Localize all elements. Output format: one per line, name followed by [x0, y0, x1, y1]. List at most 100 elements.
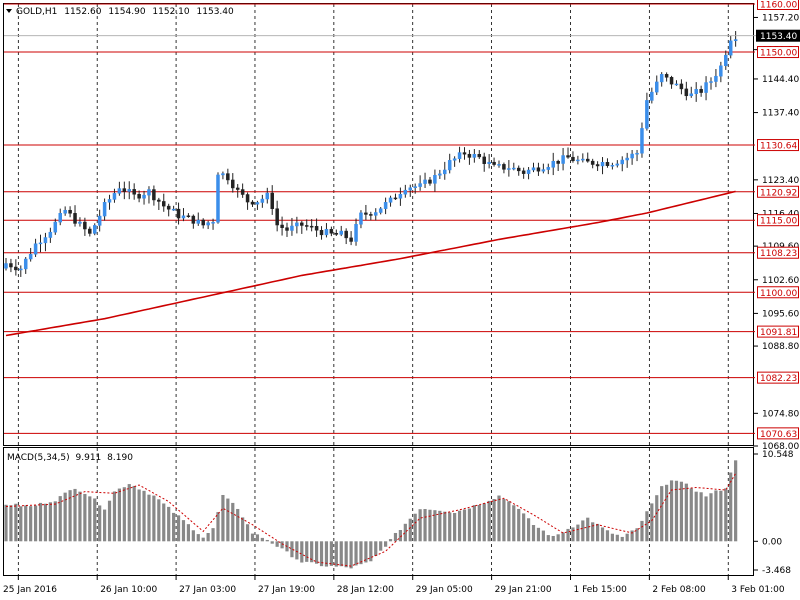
level-tag-inner: [758, 247, 798, 258]
macd-bar: [250, 533, 255, 542]
candle-body: [526, 169, 531, 174]
time-tick-label: 29 Jan 21:00: [495, 585, 552, 595]
macd-bar: [103, 509, 107, 542]
macd-bar: [660, 486, 664, 542]
candle-body: [88, 228, 92, 234]
macd-bar: [167, 506, 171, 542]
candle-body: [477, 154, 482, 158]
candle-body: [724, 54, 728, 67]
level-tag-inner: [758, 0, 798, 9]
candle-body: [152, 189, 156, 201]
candle-body: [260, 198, 265, 203]
time-tick-label: 1 Feb 15:00: [573, 585, 627, 595]
macd-bar: [14, 503, 18, 542]
macd-bar: [265, 539, 269, 542]
macd-bar: [650, 503, 654, 542]
candle-body: [196, 219, 201, 224]
macd-bar: [157, 499, 161, 542]
candle-body: [497, 164, 501, 166]
candle-body: [250, 201, 255, 205]
macd-bar: [403, 523, 407, 542]
macd-signal-line: [5, 473, 737, 567]
candle-body: [127, 189, 131, 192]
macd-bar: [546, 535, 550, 542]
macd-bar: [566, 528, 570, 542]
candle-body: [309, 225, 314, 228]
candle-body: [334, 232, 339, 235]
macd-bar: [428, 509, 432, 542]
candle-body: [699, 89, 703, 93]
candle-body: [664, 74, 669, 78]
current-price-tag: [756, 29, 800, 42]
candle-body: [73, 213, 77, 224]
candle-body: [211, 222, 215, 224]
time-tick-label: 29 Jan 05:00: [416, 585, 473, 595]
candle-body: [304, 225, 309, 227]
macd-bar: [492, 499, 496, 542]
time-tick-label: 25 Jan 2016: [3, 585, 57, 595]
macd-bar: [226, 498, 230, 542]
chevron-down-icon[interactable]: [6, 9, 12, 13]
candle-body: [655, 81, 659, 93]
macd-bar: [679, 481, 684, 542]
macd-bar: [551, 535, 555, 542]
vertical-grid: [17, 4, 729, 576]
macd-bar: [241, 517, 245, 542]
candle-body: [561, 155, 565, 164]
candle-body: [650, 91, 654, 101]
candle-body: [467, 153, 472, 158]
moving-average-layer: [5, 190, 736, 337]
macd-bar: [694, 491, 698, 542]
macd-bar: [507, 501, 511, 542]
candle-body: [640, 128, 644, 154]
macd-signal-value: 8.190: [107, 453, 133, 463]
macd-bar: [398, 529, 402, 542]
macd-bar: [9, 505, 13, 542]
candle-body: [709, 81, 713, 83]
macd-value: 9.911: [76, 453, 102, 463]
macd-bar: [112, 491, 117, 542]
macd-bar: [655, 495, 659, 542]
macd-bar: [88, 496, 92, 542]
macd-bar: [107, 500, 112, 542]
candle-body: [92, 225, 97, 234]
candles: [4, 31, 738, 277]
candle-body: [576, 159, 580, 162]
level-label: 1108.23: [760, 249, 797, 259]
macd-bar: [83, 493, 87, 542]
candle-body: [704, 82, 708, 93]
macd-bar: [448, 512, 452, 542]
macd-bar: [152, 495, 156, 542]
macd-bar: [457, 510, 462, 542]
macd-bar: [181, 520, 186, 542]
candle-body: [191, 215, 196, 224]
macd-bar: [33, 505, 38, 542]
macd-bar: [487, 500, 491, 542]
price-tick-label: 1068.00: [762, 442, 799, 452]
macd-bar: [305, 541, 309, 562]
macd-bar: [719, 490, 723, 542]
macd-bar: [4, 504, 8, 542]
macd-bar: [38, 502, 43, 542]
candle-body: [14, 266, 18, 271]
price-tick-label: 1074.80: [762, 409, 799, 419]
macd-bar: [600, 527, 605, 542]
candle-body: [63, 209, 67, 214]
level-label: 1160.00: [760, 1, 797, 11]
macd-bar: [620, 536, 624, 542]
candle-body: [319, 229, 324, 236]
macd-bar: [122, 487, 126, 542]
macd-bar: [176, 515, 181, 542]
level-tag-inner: [758, 326, 798, 337]
candle-body: [571, 156, 575, 162]
candle-body: [364, 212, 368, 215]
candle-body: [171, 208, 176, 211]
candle-body: [487, 161, 491, 164]
level-label: 1150.00: [760, 49, 797, 59]
candle-body: [107, 199, 112, 203]
candle-body: [581, 158, 585, 161]
candle-body: [240, 189, 245, 195]
macd-bar: [280, 541, 284, 549]
macd-bar: [196, 534, 200, 542]
